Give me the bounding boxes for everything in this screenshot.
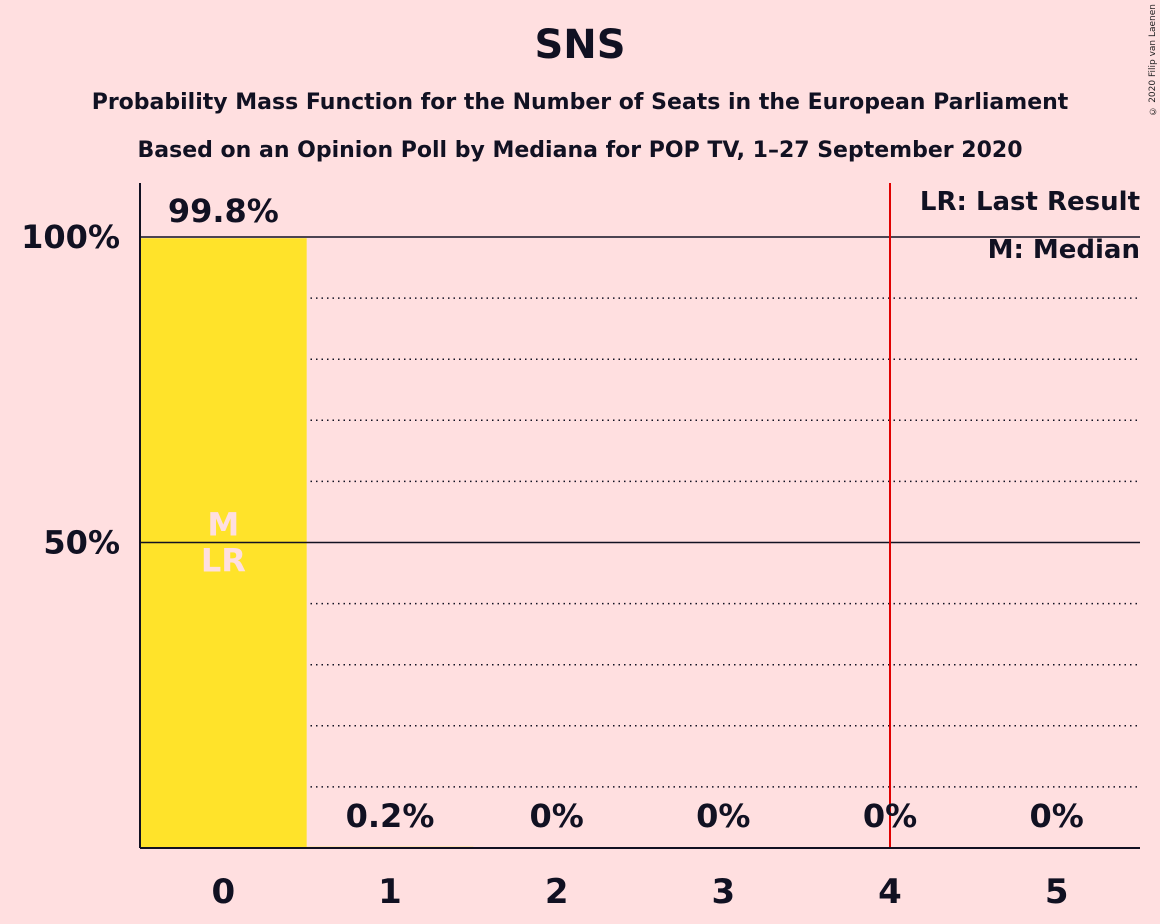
x-tick-label: 2: [545, 872, 569, 912]
chart-subtitle-1: Probability Mass Function for the Number…: [91, 90, 1069, 115]
chart-subtitle-2: Based on an Opinion Poll by Mediana for …: [137, 138, 1023, 163]
bar-marker-label: LR: [201, 542, 246, 580]
legend-entry: M: Median: [988, 235, 1140, 265]
y-tick-label: 100%: [21, 218, 120, 256]
x-tick-label: 0: [211, 872, 235, 912]
y-tick-label: 50%: [43, 524, 120, 562]
value-label-2: 0%: [530, 797, 584, 835]
x-tick-label: 3: [711, 872, 735, 912]
value-label-4: 0%: [863, 797, 917, 835]
value-label-5: 0%: [1030, 797, 1084, 835]
chart-title: SNS: [534, 22, 626, 68]
x-tick-label: 5: [1045, 872, 1069, 912]
value-label-1: 0.2%: [346, 797, 435, 835]
bar-marker-label: M: [207, 506, 239, 544]
value-label-3: 0%: [696, 797, 750, 835]
legend-entry: LR: Last Result: [920, 187, 1140, 217]
x-tick-label: 4: [878, 872, 902, 912]
x-tick-label: 1: [378, 872, 402, 912]
value-label-0: 99.8%: [168, 192, 279, 230]
